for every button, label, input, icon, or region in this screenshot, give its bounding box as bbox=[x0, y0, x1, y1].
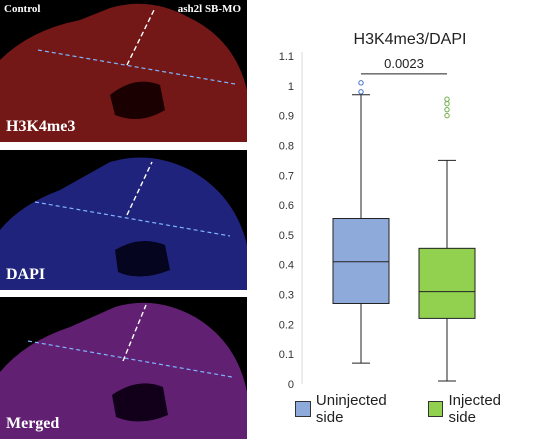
y-tick-label: 0.9 bbox=[279, 111, 294, 123]
y-tick-label: 1 bbox=[288, 81, 294, 93]
p-value-label: 0.0023 bbox=[384, 56, 424, 71]
y-tick-label: 0.6 bbox=[279, 200, 294, 212]
y-axis: 0 0.1 0.2 0.3 0.4 0.5 0.6 0.7 0.8 0.9 1 1.1 bbox=[279, 51, 303, 391]
y-tick-label: 0.8 bbox=[279, 140, 294, 152]
boxes bbox=[332, 80, 476, 382]
y-tick-label: 0.3 bbox=[279, 290, 294, 302]
h3k4me3-panel: Control ash2l SB-MO H3K4me3 bbox=[0, 0, 247, 142]
lumen-dark bbox=[112, 383, 168, 422]
vertical-dash-line bbox=[126, 161, 153, 216]
chart-title: H3K4me3/DAPI bbox=[354, 31, 467, 48]
y-tick-label: 0.5 bbox=[279, 230, 294, 242]
y-tick-label: 0.1 bbox=[279, 349, 294, 361]
legend-item-injected: Injected side bbox=[427, 392, 532, 426]
y-tick-label: 1.1 bbox=[279, 51, 294, 63]
dapi-panel: DAPI bbox=[0, 150, 247, 290]
y-tick-label: 0 bbox=[288, 379, 294, 391]
outlier-point bbox=[444, 106, 450, 113]
horizontal-dash-line bbox=[34, 201, 231, 237]
legend: Uninjected side Injected side bbox=[295, 392, 542, 426]
iqr-box bbox=[418, 247, 476, 319]
h3k4me3-image bbox=[0, 3, 247, 142]
outlier-point bbox=[444, 112, 450, 119]
outlier-point bbox=[358, 89, 364, 95]
iqr-box bbox=[332, 218, 390, 304]
y-tick-label: 0.7 bbox=[279, 170, 294, 182]
y-tick-label: 0.2 bbox=[279, 319, 294, 331]
merged-panel: Merged bbox=[0, 297, 247, 439]
outlier-point bbox=[358, 80, 364, 86]
box-series-1 bbox=[418, 96, 476, 382]
control-label: Control bbox=[4, 3, 41, 15]
legend-swatch-uninjected bbox=[295, 401, 311, 417]
tissue-shape bbox=[0, 302, 247, 439]
significance-bracket: 0.0023 bbox=[361, 56, 447, 75]
tissue-shape bbox=[0, 157, 247, 290]
outlier-point bbox=[444, 101, 450, 107]
legend-label-uninjected: Uninjected side bbox=[315, 392, 387, 426]
lumen-dark bbox=[115, 241, 170, 277]
outlier-point bbox=[444, 96, 450, 102]
legend-label-injected: Injected side bbox=[448, 392, 502, 426]
legend-swatch-injected bbox=[427, 401, 444, 417]
treatment-label: ash2l SB-MO bbox=[177, 3, 241, 15]
horizontal-dash-line bbox=[37, 49, 236, 85]
h3k4me3-label: H3K4me3 bbox=[6, 118, 76, 135]
legend-item-uninjected: Uninjected side bbox=[295, 392, 418, 426]
lumen-dark bbox=[110, 81, 165, 119]
y-tick-label: 0.4 bbox=[279, 260, 294, 272]
tissue-shape bbox=[0, 3, 247, 142]
dapi-label: DAPI bbox=[6, 266, 46, 283]
vertical-dash-line bbox=[122, 304, 147, 362]
vertical-dash-line bbox=[126, 7, 156, 66]
merged-label: Merged bbox=[6, 415, 60, 432]
box-series-0 bbox=[332, 80, 390, 364]
dapi-image bbox=[0, 157, 247, 290]
merged-image bbox=[0, 302, 247, 439]
